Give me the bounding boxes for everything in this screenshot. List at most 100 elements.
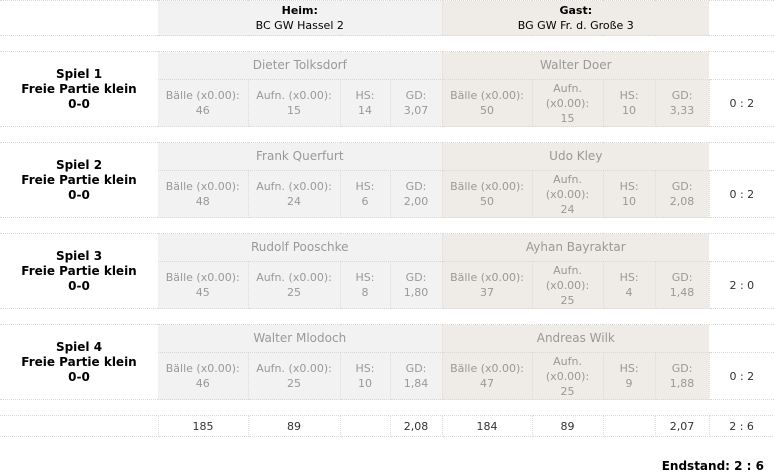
stat-label: Bälle (x0.00): xyxy=(450,271,525,284)
spacer xyxy=(0,126,774,143)
game-title: Spiel 2 xyxy=(55,157,103,172)
stat-value: 50 xyxy=(480,104,495,117)
stat-label: GD: xyxy=(671,180,693,193)
stat-value: 10 xyxy=(622,195,637,208)
stat-label: GD: xyxy=(405,180,427,193)
guest-player: Walter Doer xyxy=(442,51,710,80)
stat-cell: Bälle (x0.00): 37 xyxy=(442,261,533,309)
stat-value: 2,08 xyxy=(669,195,695,208)
stat-value: 6 xyxy=(361,195,369,208)
spacer xyxy=(0,35,774,52)
stat-cell: Aufn. (x0.00): 25 xyxy=(532,261,604,309)
stat-cell: Aufn. (x0.00): 24 xyxy=(532,170,604,218)
stat-cell: GD: 3,07 xyxy=(390,79,443,127)
stat-value: 1,88 xyxy=(669,377,695,390)
stat-cell: Bälle (x0.00): 47 xyxy=(442,352,533,400)
game-title: Spiel 3 xyxy=(55,248,103,263)
game-result: 0 : 2 xyxy=(709,79,774,127)
result-header xyxy=(709,0,774,36)
stat-value: 15 xyxy=(560,111,575,125)
stat-value: 3,07 xyxy=(403,104,429,117)
guest-label: Gast: xyxy=(559,4,593,17)
stat-cell: Aufn. (x0.00): 24 xyxy=(248,170,341,218)
guest-team-header: Gast: BG GW Fr. d. Große 3 xyxy=(442,0,710,36)
spacer xyxy=(0,308,774,325)
empty-cell xyxy=(709,142,774,171)
stat-cell: GD: 1,80 xyxy=(390,261,443,309)
stat-cell: Bälle (x0.00): 48 xyxy=(158,170,249,218)
total-cell xyxy=(0,415,159,437)
stat-value: 46 xyxy=(195,377,210,390)
stat-value: 1,80 xyxy=(403,286,429,299)
total-cell: 184 xyxy=(442,415,533,437)
stat-label: Aufn. (x0.00): xyxy=(256,180,332,193)
stat-cell: GD: 3,33 xyxy=(655,79,710,127)
stat-cell: Bälle (x0.00): 50 xyxy=(442,79,533,127)
stat-cell: Aufn. (x0.00): 15 xyxy=(532,79,604,127)
stat-label: Bälle (x0.00): xyxy=(165,89,240,102)
stat-label: Bälle (x0.00): xyxy=(165,362,240,375)
guest-player: Udo Kley xyxy=(442,142,710,171)
home-player: Walter Mlodoch xyxy=(158,324,443,353)
game-label: Spiel 2 Freie Partie klein 0-0 xyxy=(0,142,158,218)
game-result: 0 : 2 xyxy=(709,352,774,400)
stat-cell: HS: 8 xyxy=(340,261,391,309)
game-score: 0-0 xyxy=(68,369,90,384)
stat-value: 50 xyxy=(480,195,495,208)
home-label: Heim: xyxy=(281,4,318,17)
stat-cell: Bälle (x0.00): 45 xyxy=(158,261,249,309)
stat-cell: HS: 10 xyxy=(603,170,656,218)
stat-value: 1,84 xyxy=(403,377,429,390)
stat-label: Aufn. (x0.00): xyxy=(256,89,332,102)
game-discipline: Freie Partie klein xyxy=(21,354,137,369)
stat-cell: Aufn. (x0.00): 15 xyxy=(248,79,341,127)
total-cell: 2,08 xyxy=(390,415,443,437)
guest-player: Ayhan Bayraktar xyxy=(442,233,710,262)
total-cell: 89 xyxy=(248,415,341,437)
total-cell xyxy=(603,415,656,437)
game-result: 0 : 2 xyxy=(709,170,774,218)
stat-value: 14 xyxy=(358,104,372,117)
stat-label: Aufn. (x0.00): xyxy=(256,362,332,375)
stat-value: 8 xyxy=(361,286,369,299)
stat-value: 24 xyxy=(287,195,301,208)
game-label: Spiel 3 Freie Partie klein 0-0 xyxy=(0,233,158,309)
corner-cell xyxy=(0,0,158,36)
game-label: Spiel 1 Freie Partie klein 0-0 xyxy=(0,51,158,127)
game-result: 2 : 0 xyxy=(709,261,774,309)
stat-label: HS: xyxy=(619,180,639,193)
game-title: Spiel 4 xyxy=(55,339,103,354)
stat-value: 1,48 xyxy=(669,286,695,299)
stat-cell: Bälle (x0.00): 46 xyxy=(158,352,249,400)
game-discipline: Freie Partie klein xyxy=(21,81,137,96)
stat-label: HS: xyxy=(355,271,375,284)
empty-cell xyxy=(709,51,774,80)
stat-label: GD: xyxy=(405,271,427,284)
stat-label: Aufn. (x0.00): xyxy=(545,81,590,110)
stat-value: 48 xyxy=(195,195,210,208)
stat-cell: GD: 1,48 xyxy=(655,261,710,309)
home-player: Frank Querfurt xyxy=(158,142,443,171)
home-player: Dieter Tolksdorf xyxy=(158,51,443,80)
stat-label: HS: xyxy=(355,362,375,375)
game-score: 0-0 xyxy=(68,96,90,111)
stat-value: 4 xyxy=(625,286,633,299)
stat-label: GD: xyxy=(671,362,693,375)
stat-value: 37 xyxy=(480,286,495,299)
stat-cell: HS: 9 xyxy=(603,352,656,400)
stat-label: HS: xyxy=(355,180,375,193)
total-cell: 185 xyxy=(158,415,249,437)
stat-label: HS: xyxy=(619,271,639,284)
empty-cell xyxy=(709,233,774,262)
game-label: Spiel 4 Freie Partie klein 0-0 xyxy=(0,324,158,400)
stat-value: 15 xyxy=(287,104,301,117)
stat-cell: HS: 14 xyxy=(340,79,391,127)
stat-cell: HS: 10 xyxy=(340,352,391,400)
stat-label: Bälle (x0.00): xyxy=(165,180,240,193)
stat-value: 10 xyxy=(622,104,637,117)
home-team-name: BC GW Hassel 2 xyxy=(255,19,344,32)
stat-cell: GD: 2,00 xyxy=(390,170,443,218)
stat-label: Bälle (x0.00): xyxy=(165,271,240,284)
stat-cell: Bälle (x0.00): 46 xyxy=(158,79,249,127)
spacer xyxy=(0,399,774,416)
